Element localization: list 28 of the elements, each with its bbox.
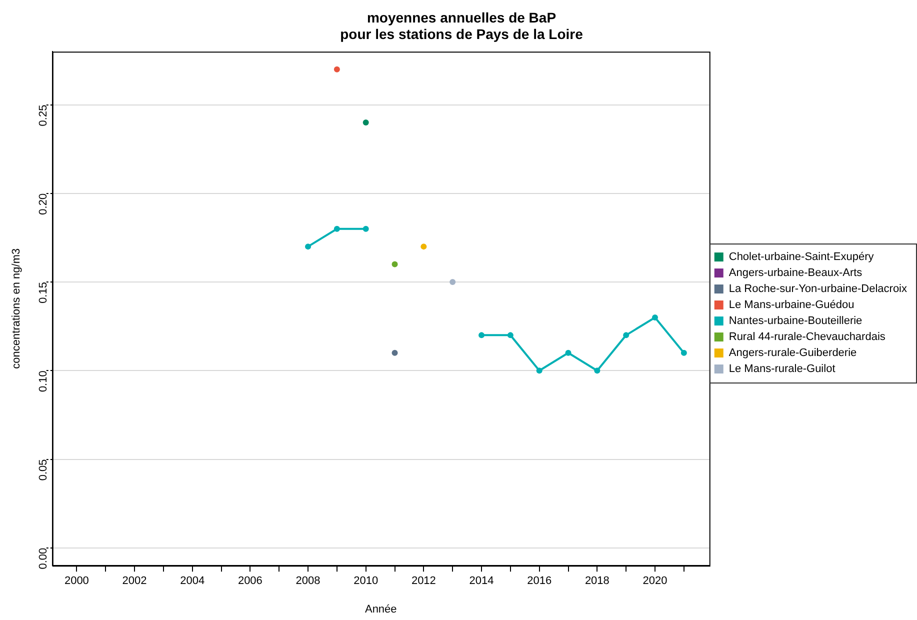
x-tick-label: 2020 — [642, 575, 668, 588]
legend-label: Angers-rurale-Guiberderie — [728, 347, 857, 360]
y-tick-label: 0.15 — [37, 282, 50, 304]
x-tick-label: 2014 — [469, 575, 494, 588]
legend-label: La Roche-sur-Yon-urbaine-Delacroix — [728, 283, 908, 296]
y-tick-label: 0.25 — [37, 104, 50, 126]
x-tick-label: 2010 — [354, 575, 378, 588]
legend-label: Le Mans-urbaine-Guédou — [728, 299, 854, 312]
y-axis-title: concentrations en ng/m3 — [10, 248, 23, 369]
x-tick-label: 2008 — [296, 575, 320, 588]
x-tick-label: 2004 — [180, 575, 205, 588]
x-tick-label: 2012 — [411, 575, 436, 588]
legend-label: Le Mans-rurale-Guilot — [728, 363, 836, 376]
y-tick-label: 0.20 — [37, 193, 50, 215]
y-tick-label: 0.05 — [37, 459, 50, 481]
legend-label: Cholet-urbaine-Saint-Exupéry — [728, 251, 874, 264]
x-tick-label: 2006 — [238, 575, 262, 588]
y-tick-label: 0.10 — [37, 370, 50, 392]
chart-title: moyennes annuelles de BaP pour les stations de Pays de la Loire — [340, 9, 584, 42]
y-tick-label: 0.00 — [37, 548, 50, 570]
x-axis-title: Année — [364, 603, 397, 616]
legend-label: Nantes-urbaine-Bouteillerie — [728, 315, 862, 328]
x-tick-label: 2000 — [64, 575, 89, 588]
x-tick-label: 2002 — [122, 575, 147, 588]
legend-label: Angers-urbaine-Beaux-Arts — [728, 267, 863, 280]
x-tick-label: 2018 — [584, 575, 610, 588]
legend-label: Rural 44-rurale-Chevauchardais — [728, 331, 886, 344]
x-tick-label: 2016 — [527, 575, 552, 588]
